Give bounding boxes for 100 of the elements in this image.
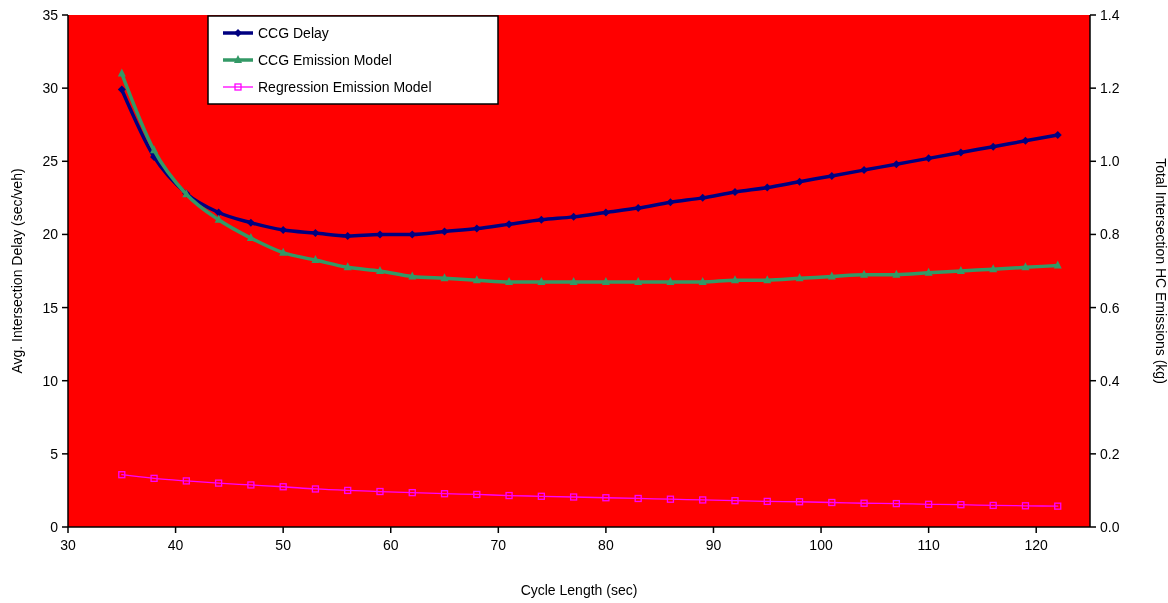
x-axis-title: Cycle Length (sec) [520,582,638,598]
point [731,497,739,505]
point [892,269,901,278]
point [1054,502,1062,510]
point [344,486,352,495]
point [698,193,707,202]
y-tick-label: 20 [42,226,59,243]
y2-tick-label: 0.8 [1100,226,1120,243]
point [828,498,836,507]
point [666,495,675,503]
point [279,247,288,256]
point [699,496,707,504]
x-tick-label: 90 [705,537,722,553]
y2-tick-label: 1.2 [1100,80,1120,97]
point [795,498,804,506]
point [150,145,159,154]
point [440,227,449,236]
y2-tick-label: 0.4 [1100,372,1120,389]
point [795,273,804,282]
point [1053,260,1062,269]
y-axis-title: Avg. Intersection Delay (sec/veh) [9,168,25,374]
point [569,276,578,285]
point [924,154,933,163]
point [924,267,933,276]
y-tick-label: 30 [42,80,59,97]
y-tick-label: 10 [42,372,59,389]
point [730,275,739,284]
point [537,276,546,285]
point [989,142,998,151]
point [150,474,158,483]
point [666,276,675,285]
point [311,228,320,237]
point [473,490,481,499]
legend-label: CCG Delay [258,25,329,41]
point [956,148,965,157]
x-tick-label: 60 [382,537,399,553]
x-tick-label: 80 [598,537,614,553]
legend-label: CCG Emission Model [258,52,392,68]
point [569,493,578,501]
point [924,500,933,508]
point [117,85,126,94]
point [698,276,707,285]
point [375,266,384,274]
y-tick-label: 35 [42,7,59,23]
point [892,499,901,508]
point [214,208,223,217]
point [440,273,449,282]
x-tick-label: 110 [917,537,940,553]
point [214,214,223,223]
point [763,497,771,506]
x-tick-label: 120 [1024,537,1049,553]
y-tick-label: 5 [50,445,59,462]
point [602,494,610,502]
point [247,481,255,489]
point [892,160,901,169]
point [214,479,223,487]
y2-axis-title: Total Intersection HC Emissions (kg) [1153,158,1168,384]
point [666,198,675,207]
y2-tick-label: 0.6 [1100,299,1120,316]
point [1053,130,1062,139]
legend-label: Regression Emission Model [258,79,432,95]
point [182,477,190,485]
point [440,490,449,498]
point [311,255,320,264]
point [279,483,287,491]
x-tick-label: 30 [60,537,76,553]
y2-tick-label: 1.0 [1100,153,1120,170]
point [569,212,578,221]
point [601,276,610,285]
point [957,501,965,509]
point [311,485,320,493]
x-tick-label: 70 [490,537,507,553]
point [117,68,126,77]
y-tick-label: 0 [50,519,59,535]
x-tick-label: 50 [275,537,292,553]
point [118,471,126,479]
point [634,276,643,285]
point [246,233,255,242]
point [408,488,416,497]
point [634,494,642,503]
point [1021,262,1030,271]
point [763,183,772,192]
point [989,501,997,510]
point [505,276,514,285]
y2-tick-label: 0.0 [1100,519,1120,535]
point [537,492,545,500]
point [246,218,255,227]
point [795,177,804,186]
point [472,224,481,233]
y2-tick-label: 0.2 [1100,445,1120,462]
x-tick-label: 100 [809,537,833,553]
point [956,266,965,274]
point [376,487,384,496]
x-tick-label: 40 [167,537,184,553]
point [505,491,513,500]
y-tick-label: 25 [42,153,59,170]
point [1021,502,1030,510]
point [860,499,868,507]
point [601,208,610,217]
y2-tick-label: 1.4 [1100,7,1120,23]
